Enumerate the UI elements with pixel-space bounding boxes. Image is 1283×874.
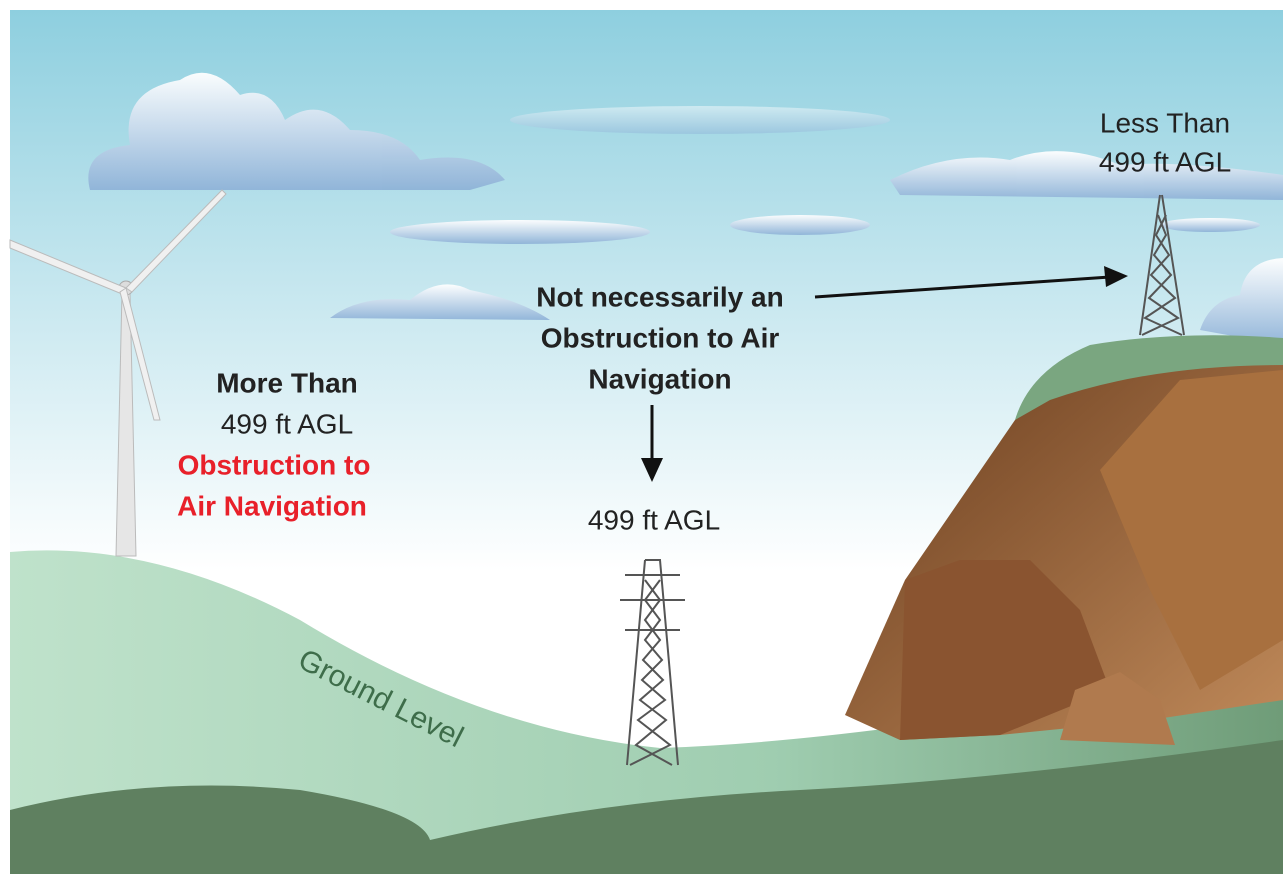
left-label: Obstruction to — [178, 449, 371, 480]
center-label: Navigation — [588, 363, 731, 394]
center-label: Obstruction to Air — [541, 322, 780, 353]
right-label: Less Than — [1100, 107, 1230, 138]
right-label: 499 ft AGL — [1099, 146, 1231, 177]
left-label: 499 ft AGL — [221, 408, 353, 439]
left-label: Air Navigation — [177, 490, 367, 521]
center-label: Not necessarily an — [536, 281, 783, 312]
center-tower-label: 499 ft AGL — [588, 504, 720, 535]
scene — [9, 10, 1283, 874]
left-label: More Than — [216, 367, 358, 398]
